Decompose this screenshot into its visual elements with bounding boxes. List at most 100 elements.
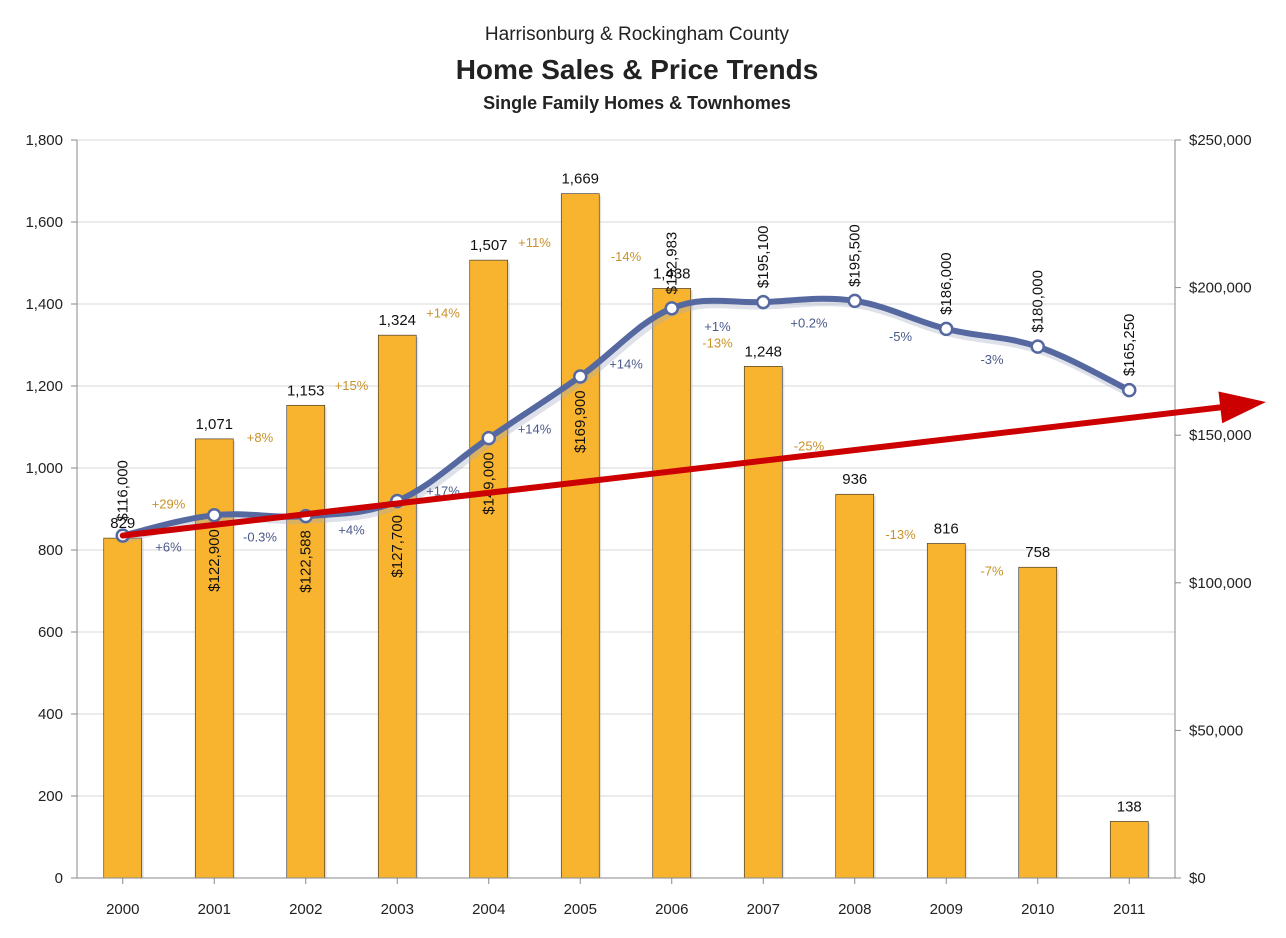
y-left-tick-labels: 0 200 400 600 800 1,000 1,200 1,400 1,600 1,800 bbox=[25, 132, 63, 887]
price-value-label: $195,100 bbox=[755, 225, 772, 288]
volume-change-label: +11% bbox=[518, 235, 551, 250]
price-value-labels: $116,000 $122,900 $122,588 $127,700 $149,000… bbox=[115, 224, 1139, 592]
price-change-label: +14% bbox=[518, 421, 552, 436]
bar-value-label: 758 bbox=[1025, 544, 1050, 561]
x-tick-label: 2002 bbox=[289, 901, 322, 918]
price-value-label: $169,900 bbox=[572, 390, 589, 453]
bar bbox=[743, 366, 783, 879]
y-left-tick-label: 0 bbox=[55, 870, 63, 887]
volume-change-label: -13% bbox=[702, 335, 733, 350]
bar-value-label: 936 bbox=[842, 471, 867, 488]
bar-series bbox=[103, 193, 1151, 879]
chart-title: Home Sales & Price Trends bbox=[456, 54, 819, 85]
price-change-label: +14% bbox=[609, 356, 643, 371]
price-change-label: +4% bbox=[338, 523, 365, 538]
bar bbox=[926, 543, 966, 879]
price-value-label: $116,000 bbox=[115, 460, 132, 521]
y-left-tick-label: 600 bbox=[38, 624, 63, 641]
y-right-tick-label: $100,000 bbox=[1189, 575, 1252, 592]
price-marker bbox=[847, 293, 862, 309]
volume-change-label: -7% bbox=[980, 563, 1004, 578]
price-marker bbox=[481, 430, 496, 446]
y-right-tick-label: $50,000 bbox=[1189, 722, 1243, 739]
y-right-tick-label: $250,000 bbox=[1189, 132, 1252, 149]
volume-change-label: -14% bbox=[611, 249, 642, 264]
price-value-label: $149,000 bbox=[481, 452, 498, 515]
y-left-tick-label: 1,800 bbox=[25, 132, 63, 149]
trend-arrow-head bbox=[1218, 391, 1266, 424]
bar-value-label: 1,324 bbox=[378, 312, 416, 329]
y-left-tick-label: 1,000 bbox=[25, 460, 63, 477]
y-right-tick-labels: $0 $50,000 $100,000 $150,000 $200,000 $250,00… bbox=[1189, 132, 1252, 887]
bar-value-label: 816 bbox=[934, 520, 959, 537]
bar-value-label: 1,248 bbox=[744, 343, 782, 360]
bar bbox=[103, 537, 143, 879]
bar-value-label: 829 bbox=[110, 515, 135, 532]
price-value-label: $127,700 bbox=[389, 515, 406, 578]
price-marker bbox=[664, 301, 679, 316]
bar bbox=[835, 493, 875, 879]
price-value-label: $192,983 bbox=[664, 232, 681, 295]
price-marker bbox=[573, 369, 588, 384]
volume-change-label: +29% bbox=[152, 497, 186, 512]
bar-value-label: 1,071 bbox=[195, 416, 233, 433]
bar bbox=[194, 438, 234, 879]
price-line bbox=[119, 295, 1133, 539]
trend-arrow-shaft bbox=[119, 404, 1224, 539]
bar-value-label: 1,669 bbox=[561, 171, 599, 188]
x-tick-label: 2006 bbox=[655, 901, 688, 918]
bar-value-labels: 829 1,071 1,153 1,324 1,507 1,669 1,438 1,248 93… bbox=[110, 171, 1142, 816]
bar bbox=[469, 259, 509, 879]
bar bbox=[286, 404, 326, 879]
price-change-label: +6% bbox=[155, 539, 182, 554]
y-left-tick-label: 1,400 bbox=[25, 296, 63, 313]
bar-value-label: 138 bbox=[1117, 798, 1142, 815]
volume-change-labels: +29% +8% +15% +14% +11% -14% -13% -25% -13% -7% bbox=[152, 235, 1004, 578]
price-marker bbox=[939, 321, 954, 337]
y-left-tick-label: 1,200 bbox=[25, 378, 63, 395]
y-right-tick-label: $0 bbox=[1189, 870, 1206, 887]
x-tick-label: 2011 bbox=[1113, 901, 1145, 918]
volume-change-label: +14% bbox=[426, 306, 460, 321]
price-change-label: -5% bbox=[889, 329, 913, 344]
x-tick-label: 2007 bbox=[747, 901, 780, 918]
axes bbox=[76, 140, 1176, 884]
x-tick-label: 2010 bbox=[1021, 901, 1054, 918]
price-value-label: $122,900 bbox=[206, 529, 223, 592]
bar-value-label: 1,438 bbox=[653, 265, 691, 282]
x-tick-label: 2005 bbox=[564, 901, 597, 918]
gridlines bbox=[71, 139, 1181, 879]
price-value-label: $122,588 bbox=[298, 530, 315, 593]
bar-value-label: 1,153 bbox=[287, 382, 325, 399]
x-tick-label: 2009 bbox=[930, 901, 963, 918]
y-left-tick-label: 400 bbox=[38, 706, 63, 723]
price-value-label: $165,250 bbox=[1121, 314, 1138, 377]
y-left-tick-label: 800 bbox=[38, 542, 63, 559]
y-left-tick-label: 1,600 bbox=[25, 214, 63, 231]
x-tick-label: 2001 bbox=[198, 901, 231, 918]
bar-value-label: 1,507 bbox=[470, 237, 508, 254]
price-change-label: +1% bbox=[704, 319, 731, 334]
bar bbox=[560, 193, 600, 879]
chart-subtitle: Single Family Homes & Townhomes bbox=[483, 93, 791, 113]
chart-supertitle: Harrisonburg & Rockingham County bbox=[485, 24, 790, 45]
y-right-tick-label: $200,000 bbox=[1189, 280, 1252, 297]
x-tick-label: 2000 bbox=[106, 901, 139, 918]
price-marker bbox=[756, 294, 771, 310]
price-change-label: -3% bbox=[980, 352, 1004, 367]
volume-change-label: -13% bbox=[885, 527, 916, 542]
x-tick-label: 2008 bbox=[838, 901, 871, 918]
bar bbox=[652, 288, 692, 879]
y-right-tick-label: $150,000 bbox=[1189, 427, 1252, 444]
price-marker bbox=[1030, 339, 1045, 354]
x-tick-label: 2003 bbox=[381, 901, 414, 918]
x-tick-labels: 2000 2001 2002 2003 2004 2005 2006 2007 2008 2009… bbox=[106, 901, 1145, 918]
volume-change-label: +15% bbox=[335, 378, 369, 393]
price-value-label: $180,000 bbox=[1030, 270, 1047, 333]
bar bbox=[377, 334, 417, 879]
price-value-label: $186,000 bbox=[938, 252, 955, 315]
price-marker bbox=[207, 507, 222, 523]
price-value-label: $195,500 bbox=[847, 224, 864, 287]
trend-arrow bbox=[119, 391, 1266, 539]
